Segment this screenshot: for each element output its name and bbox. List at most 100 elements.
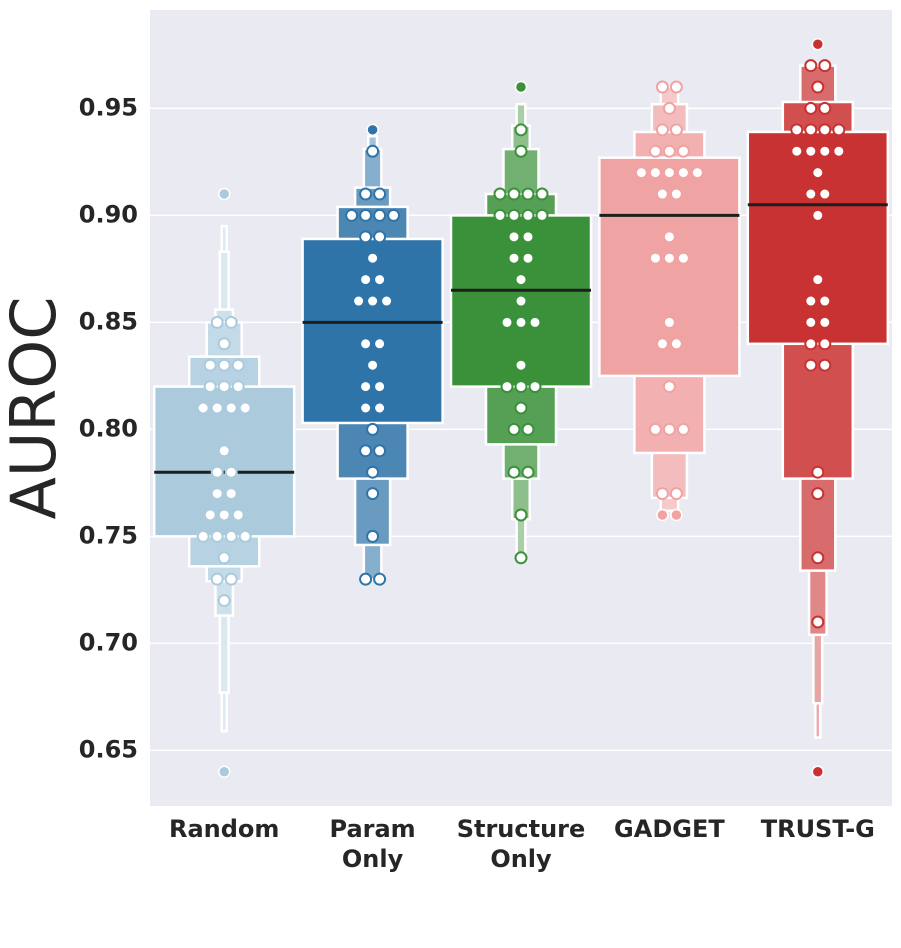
data-point (203, 380, 217, 394)
x-tick-label: Structure Only (456, 815, 586, 873)
data-point (648, 166, 662, 180)
data-point (373, 230, 387, 244)
data-point (352, 294, 366, 308)
data-point (507, 251, 521, 265)
data-point (373, 401, 387, 415)
data-point (669, 123, 683, 137)
data-point (514, 273, 528, 287)
data-point (507, 422, 521, 436)
data-point (366, 294, 380, 308)
data-point (521, 465, 535, 479)
data-point (811, 765, 825, 779)
data-point (811, 166, 825, 180)
data-point (811, 37, 825, 51)
data-point (224, 529, 238, 543)
data-point (676, 144, 690, 158)
data-point (790, 144, 804, 158)
data-point (634, 166, 648, 180)
data-point (196, 529, 210, 543)
data-point (514, 551, 528, 565)
x-tick-label: GADGET (614, 815, 725, 843)
data-point (359, 187, 373, 201)
data-point (217, 337, 231, 351)
boxen-level (598, 156, 741, 378)
data-point (359, 444, 373, 458)
data-point (224, 315, 238, 329)
data-point (662, 251, 676, 265)
data-point (507, 465, 521, 479)
x-tick-label: Random (168, 815, 280, 843)
data-point (217, 551, 231, 565)
data-point (528, 380, 542, 394)
data-point (514, 294, 528, 308)
data-point (818, 294, 832, 308)
data-point (231, 358, 245, 372)
data-point (359, 380, 373, 394)
data-point (811, 208, 825, 222)
data-point (818, 187, 832, 201)
data-point (366, 251, 380, 265)
data-point (514, 144, 528, 158)
data-point (210, 572, 224, 586)
data-point (676, 422, 690, 436)
data-point (690, 166, 704, 180)
data-point (366, 487, 380, 501)
data-point (210, 315, 224, 329)
data-point (196, 401, 210, 415)
data-point (804, 123, 818, 137)
data-point (507, 208, 521, 222)
data-point (373, 337, 387, 351)
data-point (669, 80, 683, 94)
data-point (662, 166, 676, 180)
data-point (662, 101, 676, 115)
data-point (373, 208, 387, 222)
y-tick-label: 0.95 (79, 93, 138, 121)
data-point (224, 572, 238, 586)
data-point (811, 487, 825, 501)
data-point (790, 123, 804, 137)
data-point (521, 187, 535, 201)
boxen-level (301, 237, 444, 425)
data-point (366, 358, 380, 372)
y-tick-label: 0.70 (79, 628, 138, 656)
data-point (669, 187, 683, 201)
data-point (669, 487, 683, 501)
data-point (514, 80, 528, 94)
data-point (535, 208, 549, 222)
y-axis-label: AUROC (0, 297, 70, 520)
data-point (521, 208, 535, 222)
data-point (359, 230, 373, 244)
data-point (373, 273, 387, 287)
data-point (507, 187, 521, 201)
data-point (804, 358, 818, 372)
data-point (493, 187, 507, 201)
data-point (231, 380, 245, 394)
data-point (811, 80, 825, 94)
data-point (514, 401, 528, 415)
data-point (804, 187, 818, 201)
data-point (832, 123, 846, 137)
data-point (380, 294, 394, 308)
data-point (514, 315, 528, 329)
data-point (514, 358, 528, 372)
data-point (203, 358, 217, 372)
data-point (514, 123, 528, 137)
data-point (818, 144, 832, 158)
data-point (387, 208, 401, 222)
data-point (648, 144, 662, 158)
data-point (514, 380, 528, 394)
data-point (373, 572, 387, 586)
data-point (818, 59, 832, 73)
data-point (662, 144, 676, 158)
data-point (521, 230, 535, 244)
data-point (210, 487, 224, 501)
data-point (373, 380, 387, 394)
boxen-level (746, 130, 890, 346)
data-point (500, 315, 514, 329)
data-point (366, 422, 380, 436)
data-point (818, 337, 832, 351)
data-point (217, 765, 231, 779)
data-point (500, 380, 514, 394)
data-point (655, 487, 669, 501)
